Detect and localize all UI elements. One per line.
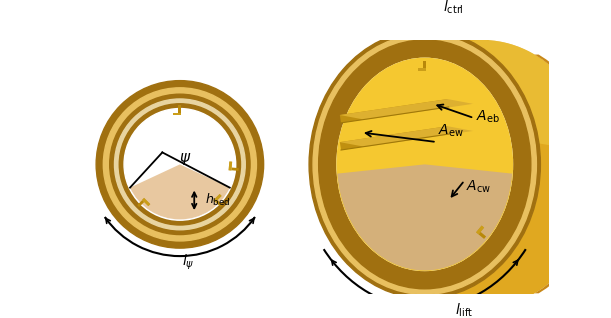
Polygon shape (476, 225, 484, 234)
Polygon shape (173, 113, 181, 115)
Polygon shape (432, 31, 598, 308)
Text: $h_{\rm bed}$: $h_{\rm bed}$ (205, 192, 230, 208)
Polygon shape (417, 68, 426, 71)
Text: $A_{\rm eb}$: $A_{\rm eb}$ (476, 108, 500, 125)
Polygon shape (417, 68, 426, 71)
Polygon shape (478, 232, 486, 239)
Circle shape (124, 108, 236, 220)
Polygon shape (142, 198, 150, 206)
Text: $A_{\rm ew}$: $A_{\rm ew}$ (438, 122, 464, 139)
Polygon shape (340, 99, 473, 120)
Polygon shape (229, 162, 232, 170)
Polygon shape (337, 164, 512, 270)
Circle shape (119, 104, 241, 225)
Ellipse shape (337, 58, 513, 270)
Polygon shape (229, 162, 232, 170)
Polygon shape (423, 61, 426, 68)
Text: $l_{\rm ctrl}$: $l_{\rm ctrl}$ (443, 0, 464, 17)
Polygon shape (173, 113, 181, 115)
Polygon shape (310, 31, 596, 153)
Ellipse shape (337, 58, 513, 270)
Text: $A_{\rm cw}$: $A_{\rm cw}$ (466, 179, 491, 195)
Polygon shape (232, 168, 239, 171)
Ellipse shape (313, 34, 536, 294)
Wedge shape (130, 164, 230, 219)
Ellipse shape (309, 31, 540, 298)
Polygon shape (178, 105, 181, 113)
Polygon shape (137, 200, 144, 207)
Text: $l_{\rm lift}$: $l_{\rm lift}$ (455, 301, 474, 318)
Polygon shape (340, 99, 448, 123)
Polygon shape (340, 126, 448, 150)
Text: $\psi$: $\psi$ (178, 151, 191, 167)
Text: $l_{\psi}$: $l_{\psi}$ (181, 253, 194, 272)
Ellipse shape (319, 40, 531, 289)
Polygon shape (216, 200, 222, 207)
Circle shape (110, 94, 250, 235)
Polygon shape (340, 126, 473, 147)
Circle shape (96, 81, 263, 248)
Circle shape (103, 88, 257, 241)
Polygon shape (535, 55, 602, 293)
Polygon shape (142, 198, 150, 206)
Polygon shape (213, 194, 222, 202)
Polygon shape (213, 194, 222, 202)
Polygon shape (476, 225, 484, 234)
Circle shape (114, 99, 245, 230)
